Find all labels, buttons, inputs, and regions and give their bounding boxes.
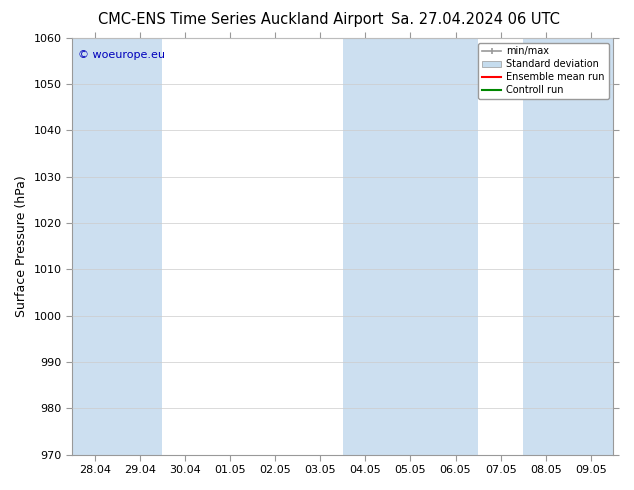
Legend: min/max, Standard deviation, Ensemble mean run, Controll run: min/max, Standard deviation, Ensemble me…: [478, 43, 609, 99]
Bar: [72, 38, 117, 455]
Bar: [523, 38, 568, 455]
Bar: [568, 38, 614, 455]
Bar: [343, 38, 388, 455]
Bar: [388, 38, 433, 455]
Text: Sa. 27.04.2024 06 UTC: Sa. 27.04.2024 06 UTC: [391, 12, 560, 27]
Y-axis label: Surface Pressure (hPa): Surface Pressure (hPa): [15, 175, 28, 317]
Bar: [117, 38, 162, 455]
Text: © woeurope.eu: © woeurope.eu: [77, 50, 164, 60]
Bar: [433, 38, 478, 455]
Text: CMC-ENS Time Series Auckland Airport: CMC-ENS Time Series Auckland Airport: [98, 12, 384, 27]
